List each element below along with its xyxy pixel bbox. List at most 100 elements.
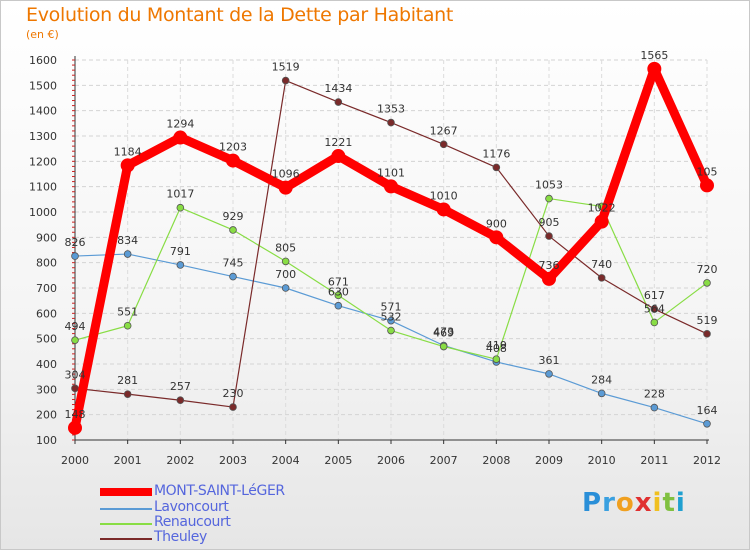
series-point-1-4 (281, 284, 290, 292)
series-point-3-8 (492, 163, 501, 172)
data-label-2-8: 419 (486, 339, 507, 352)
series-point-2-3 (229, 226, 237, 234)
series-point-0-3 (226, 153, 240, 168)
logo-letter: o (615, 488, 635, 518)
series-point-0-9 (542, 271, 556, 286)
x-tick-label-5: 2005 (324, 454, 352, 467)
series-point-0-0 (68, 420, 82, 435)
data-label-2-3: 929 (223, 210, 244, 223)
data-label-0-8: 900 (486, 217, 507, 230)
series-point-0-11 (647, 61, 662, 76)
data-label-0-11: 1565 (640, 49, 668, 62)
data-label-3-3: 230 (223, 387, 244, 400)
series-point-0-2 (173, 130, 188, 145)
y-tick-label-8: 900 (36, 231, 57, 244)
x-tick-label-2: 2002 (166, 454, 194, 467)
logo-letter: r (602, 488, 616, 518)
data-label-3-7: 1267 (430, 124, 458, 137)
data-label-0-1: 1184 (114, 145, 142, 158)
x-tick-label-11: 2011 (640, 454, 668, 467)
series-point-1-5 (334, 301, 343, 310)
data-label-0-6: 1101 (377, 166, 405, 179)
x-tick-label-10: 2010 (588, 454, 616, 467)
y-tick-label-7: 800 (36, 257, 57, 270)
data-label-3-2: 257 (170, 380, 191, 393)
legend-label-theuley: Theuley (154, 529, 207, 545)
data-label-2-11: 564 (644, 302, 665, 315)
data-label-1-8: 408 (486, 342, 507, 355)
y-tick-label-4: 500 (36, 333, 57, 346)
data-label-3-12: 519 (697, 314, 718, 327)
logo-letter: t (662, 488, 676, 518)
series-point-0-5 (331, 149, 346, 164)
logo-letter: i (675, 488, 686, 518)
data-label-0-10: 1022 (588, 202, 616, 215)
series-point-2-2 (176, 203, 185, 212)
series-point-1-6 (387, 316, 395, 325)
series-point-3-11 (650, 305, 659, 313)
data-label-1-5: 630 (328, 286, 349, 299)
series-point-3-1 (123, 390, 132, 398)
series-point-2-0 (71, 336, 79, 344)
series-point-2-5 (334, 291, 343, 300)
series-point-2-1 (123, 321, 132, 330)
data-label-0-2: 1294 (166, 118, 194, 131)
series-point-1-0 (71, 252, 79, 260)
data-label-3-9: 905 (539, 216, 560, 229)
legend-swatch-lavoncourt (100, 508, 152, 510)
series-point-0-4 (278, 180, 293, 195)
y-tick-label-9: 1000 (29, 206, 57, 219)
data-label-3-5: 1434 (324, 82, 352, 95)
series-point-3-9 (545, 232, 553, 240)
series-point-3-12 (703, 330, 711, 338)
x-tick-label-9: 2009 (535, 454, 563, 467)
data-label-2-12: 720 (697, 263, 718, 276)
x-tick-label-6: 2006 (377, 454, 405, 467)
data-label-3-10: 740 (591, 258, 612, 271)
series-point-1-11 (650, 403, 659, 412)
series-point-0-10 (594, 214, 609, 229)
data-label-1-12: 164 (697, 404, 718, 417)
x-tick-label-4: 2004 (272, 454, 300, 467)
data-label-3-8: 1176 (482, 147, 510, 160)
y-tick-label-2: 300 (36, 383, 57, 396)
proxiti-logo: Proxiti (582, 488, 686, 518)
series-point-0-6 (384, 179, 398, 194)
legend-swatch-theuley (100, 538, 152, 540)
series-point-1-10 (597, 389, 606, 398)
logo-letter: i (652, 488, 663, 518)
series-point-1-2 (176, 261, 185, 269)
x-tick-label-12: 2012 (693, 454, 721, 467)
chart-subtitle: (en €) (26, 28, 59, 41)
data-label-1-0: 826 (65, 236, 86, 249)
data-label-0-3: 1203 (219, 141, 247, 154)
data-label-1-6: 571 (381, 301, 402, 314)
data-label-2-2: 1017 (166, 188, 194, 201)
series-point-2-7 (439, 342, 448, 351)
data-label-0-0: 148 (65, 408, 86, 421)
series-point-3-5 (334, 98, 343, 106)
data-label-1-7: 473 (433, 326, 454, 339)
data-label-1-9: 361 (539, 354, 560, 367)
y-tick-label-0: 100 (36, 434, 57, 447)
data-label-3-11: 617 (644, 289, 665, 302)
x-tick-label-8: 2008 (482, 454, 510, 467)
data-label-1-10: 284 (591, 373, 612, 386)
y-tick-label-3: 400 (36, 358, 57, 371)
y-tick-label-11: 1200 (29, 155, 57, 168)
y-tick-label-15: 1600 (29, 54, 57, 67)
legend-label-mont-saint-leger: MONT-SAINT-LéGER (154, 483, 285, 499)
y-tick-label-14: 1500 (29, 79, 57, 92)
series-point-3-0 (71, 384, 79, 393)
data-label-3-6: 1353 (377, 103, 405, 116)
chart-title: Evolution du Montant de la Dette par Hab… (26, 4, 454, 26)
x-tick-label-3: 2003 (219, 454, 247, 467)
series-point-1-1 (123, 250, 132, 258)
data-label-2-9: 1053 (535, 179, 563, 192)
y-tick-label-12: 1300 (29, 130, 57, 143)
series-point-2-12 (703, 279, 711, 287)
series-point-2-11 (650, 318, 659, 327)
data-label-0-4: 1096 (272, 168, 300, 181)
